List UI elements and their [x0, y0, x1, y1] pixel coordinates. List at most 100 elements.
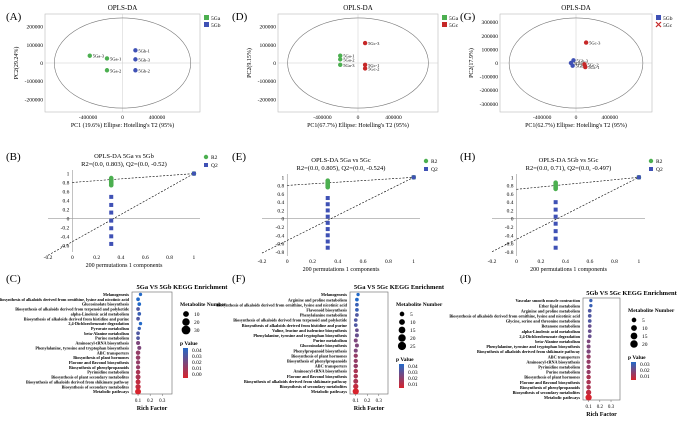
x-axis-label: Rich Factor — [354, 406, 385, 412]
pathway-bubble — [135, 365, 141, 370]
pathway-label: Glucosinolate biosynthesis — [82, 302, 129, 307]
pathway-label: Biosynthesis of alkaloids derived from h… — [24, 316, 129, 321]
q2-perm-point — [325, 233, 330, 238]
size-legend-marker — [631, 325, 637, 331]
size-legend-marker — [399, 311, 405, 317]
y-tick-label: 1 — [282, 175, 285, 181]
r2-regression-line — [72, 173, 194, 183]
x-axis-label: 200 permutations 1 components — [86, 263, 163, 269]
y-tick-label: 100000 — [27, 43, 44, 49]
x-axis-label: Rich Factor — [137, 406, 168, 412]
legend-marker — [204, 15, 209, 20]
pathway-bubble — [135, 360, 141, 365]
y-tick-label: -0.8 — [276, 250, 285, 256]
y-tick-label: -0.2 — [61, 225, 70, 231]
pathway-label: Betanone metabolism — [542, 324, 581, 329]
pathway-label: Biosynthesis of alkaloids derived from o… — [216, 302, 347, 307]
x-tick-label: 0.4 — [118, 255, 125, 261]
y-tick-label: 0 — [511, 217, 514, 223]
sample-point — [362, 40, 368, 46]
y-tick-label: -0.8 — [505, 250, 514, 256]
chart-title: OPLS-DA — [108, 4, 138, 12]
sample-label: 5Gc-1 — [368, 63, 379, 68]
q2-perm-point — [325, 245, 330, 250]
size-legend-label: 20 — [410, 336, 416, 342]
legend-label: 5Gb — [663, 16, 673, 22]
y-tick-label: -0.4 — [505, 233, 514, 239]
pathway-bubble — [353, 358, 358, 363]
chart-title: 5Gb VS 5Gc KEGG Enrichment — [586, 290, 677, 297]
q2-final-point — [191, 171, 196, 176]
pathway-label: Biosynthesis of phenylpropanoids — [69, 365, 129, 370]
pathway-bubble — [585, 389, 592, 395]
color-legend-label: 0.03 — [192, 354, 202, 360]
plot-frame — [131, 291, 173, 395]
pathway-bubble — [136, 316, 140, 321]
pathway-bubble — [355, 297, 359, 302]
q2-regression-line — [47, 173, 195, 256]
q2-perm-point — [325, 214, 330, 219]
pathway-label: ABC transporters — [548, 354, 581, 359]
color-legend-label: 0.02 — [192, 360, 202, 366]
x-axis-label: 200 permutations 1 components — [303, 267, 380, 273]
x-tick-label: 0 — [71, 255, 74, 261]
pathway-label: Flavonoid biosynthesis — [306, 307, 347, 312]
pathway-bubble — [135, 379, 141, 385]
q2-perm-point — [325, 239, 330, 244]
pathway-label: Biosynthesis of secondary metabolites — [280, 384, 348, 389]
q2-perm-point — [553, 200, 558, 205]
size-legend-label: 15 — [642, 334, 648, 340]
x-tick-label: 400000 — [385, 115, 402, 121]
chart-subtitle: R2=(0.0, 0.71), Q2=(0.0, -0.497) — [526, 165, 612, 172]
q2-final-point — [411, 175, 416, 180]
legend-marker — [204, 22, 209, 27]
pathway-bubble — [136, 341, 141, 345]
chart-title: OPLS-DA 5Ga vs 5Gb — [94, 153, 154, 160]
pathway-bubble — [135, 388, 142, 395]
pathway-label: Biosynthesis of secondary metabolites — [62, 384, 130, 389]
color-legend-bar — [399, 364, 404, 388]
q2-perm-point — [553, 214, 558, 219]
y-tick-label: -0.4 — [61, 234, 70, 240]
size-legend-label: 15 — [410, 328, 416, 334]
x-tick-label: 0 — [286, 259, 289, 265]
chart-title: 5Ga VS 5Gc KEGG Enrichment — [354, 284, 445, 291]
size-legend-marker — [631, 317, 637, 323]
x-tick-label: 0.3 — [376, 399, 383, 404]
pathway-label: Biosynthesis of plant hormones — [73, 355, 129, 360]
r2-perm-point — [325, 178, 331, 183]
pathway-label: 2,4-Dichlorobenzoate degradation — [68, 321, 129, 326]
x-tick-label: 400000 — [602, 115, 619, 121]
pathway-label: ABC transporters — [315, 364, 348, 369]
pathway-bubble — [137, 345, 142, 350]
pathway-bubble — [587, 329, 592, 334]
q2-perm-point — [109, 194, 114, 199]
pathway-bubble — [137, 326, 141, 331]
sample-label: 5Gb-2 — [138, 68, 150, 73]
pathway-label: Purine metabolism — [546, 370, 580, 375]
q2-perm-point — [325, 227, 330, 232]
y-tick-label: -0.6 — [61, 243, 70, 249]
y-tick-label: 100000 — [482, 47, 499, 53]
pathway-bubble — [585, 394, 592, 401]
pathway-bubble — [586, 339, 591, 344]
sample-point — [133, 57, 138, 62]
pathway-label: alpha-Linolenic acid metabolism — [522, 329, 581, 334]
legend-marker — [655, 21, 662, 28]
pathway-label: Biosynthesis of plant secondary metaboli… — [51, 375, 129, 380]
pathway-label: Valine, leucine and isoleucine biosynthe… — [272, 328, 347, 333]
pathway-label: Biosynthesis of alkaloids derived from o… — [0, 297, 130, 302]
pathway-label: Phenylalanine, tyrosine and tryptophan b… — [253, 333, 347, 338]
pathway-bubble — [586, 354, 591, 359]
sample-point — [338, 57, 343, 62]
color-legend-label: 0.03 — [408, 370, 418, 376]
x-axis-label: PC1 (19.6%) Ellipse: Hotelling's T2 (95%… — [71, 122, 174, 129]
y-tick-label: 0.6 — [507, 192, 514, 198]
sample-label: 5Gc-3 — [368, 41, 380, 46]
y-tick-label: 200000 — [482, 34, 499, 40]
chart-title: OPLS-DA 5Ga vs 5Gc — [311, 157, 371, 164]
x-tick-label: 0.2 — [93, 255, 100, 261]
y-tick-label: 0 — [67, 216, 70, 222]
color-legend-label: 0.01 — [192, 366, 202, 372]
